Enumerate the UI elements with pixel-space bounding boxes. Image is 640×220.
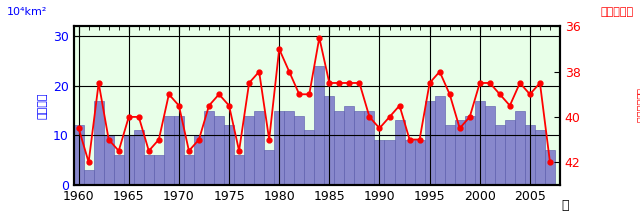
Bar bbox=[445, 125, 454, 185]
Bar bbox=[114, 155, 124, 185]
Bar bbox=[124, 135, 134, 185]
Bar bbox=[374, 140, 385, 185]
Text: 平均南端位置→: 平均南端位置→ bbox=[637, 88, 640, 132]
Bar bbox=[424, 101, 435, 185]
Bar bbox=[204, 110, 214, 185]
Text: 年: 年 bbox=[561, 199, 569, 212]
Bar bbox=[74, 125, 84, 185]
Bar bbox=[515, 110, 525, 185]
Text: 北緯（度）: 北緯（度） bbox=[600, 7, 634, 16]
Bar bbox=[184, 155, 194, 185]
Bar bbox=[535, 130, 545, 185]
Bar bbox=[364, 110, 374, 185]
Bar bbox=[274, 110, 284, 185]
Bar bbox=[355, 110, 364, 185]
Bar bbox=[314, 66, 324, 185]
Bar bbox=[224, 125, 234, 185]
Bar bbox=[435, 96, 445, 185]
Bar bbox=[404, 140, 415, 185]
Bar bbox=[244, 116, 254, 185]
Bar bbox=[334, 110, 344, 185]
Bar bbox=[465, 116, 475, 185]
Bar bbox=[415, 140, 424, 185]
Bar bbox=[505, 121, 515, 185]
Y-axis label: 平均面積: 平均面積 bbox=[37, 92, 47, 119]
Bar bbox=[264, 150, 274, 185]
Bar bbox=[234, 155, 244, 185]
Bar bbox=[174, 116, 184, 185]
Bar bbox=[454, 121, 465, 185]
Bar bbox=[294, 116, 304, 185]
Bar bbox=[154, 155, 164, 185]
Bar bbox=[385, 140, 394, 185]
Bar bbox=[324, 96, 334, 185]
Bar bbox=[344, 106, 355, 185]
Bar bbox=[214, 116, 224, 185]
Bar bbox=[84, 170, 93, 185]
Bar bbox=[525, 125, 535, 185]
Bar bbox=[194, 135, 204, 185]
Bar bbox=[545, 150, 555, 185]
Bar bbox=[495, 125, 505, 185]
Text: 10⁴km²: 10⁴km² bbox=[6, 7, 47, 16]
Bar bbox=[284, 110, 294, 185]
Bar bbox=[484, 106, 495, 185]
Bar bbox=[394, 121, 404, 185]
Bar bbox=[93, 101, 104, 185]
Bar bbox=[104, 135, 114, 185]
Bar bbox=[475, 101, 484, 185]
Bar bbox=[144, 155, 154, 185]
Bar bbox=[164, 116, 174, 185]
Bar bbox=[134, 130, 144, 185]
Bar bbox=[304, 130, 314, 185]
Bar bbox=[254, 110, 264, 185]
